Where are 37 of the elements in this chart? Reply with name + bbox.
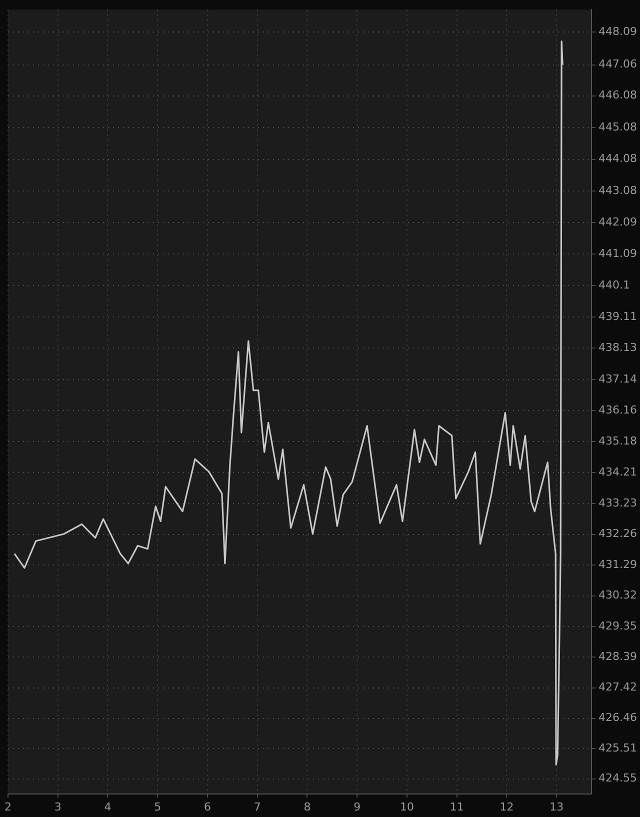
y-tick-label: 434.21 [598,465,638,478]
x-tick-label: 10 [400,800,414,814]
y-tick-label: 444.08 [598,152,638,166]
y-tick-label: 430.32 [598,588,638,602]
y-tick-label: 443.08 [598,184,638,197]
y-tick-label: 427.42 [598,680,638,694]
x-tick-label: 3 [54,800,62,814]
y-tick-label: 447.06 [598,58,638,71]
x-tick-label: 7 [254,800,261,814]
y-tick-label: 448.09 [598,24,638,38]
y-tick-label: 439.11 [598,310,638,323]
y-tick-label: 438.13 [598,340,638,354]
y-tick-label: 436.16 [598,403,638,416]
x-tick-label: 11 [450,800,464,814]
y-tick-label: 441.09 [598,247,638,260]
x-tick-label: 12 [500,800,514,814]
y-tick-label: 425.51 [598,741,638,754]
y-tick-label: 442.09 [598,215,638,228]
x-tick-label: 13 [550,800,564,814]
y-tick-label: 426.46 [598,711,638,724]
y-tick-label: 431.29 [598,558,638,571]
y-tick-label: 440.1 [598,278,630,292]
x-tick-label: 4 [104,800,112,814]
y-tick-label: 432.26 [598,527,638,540]
y-tick-label: 435.18 [598,434,638,448]
x-tick-label: 2 [4,800,12,814]
x-tick-label: 9 [354,800,361,814]
x-tick-label: 6 [204,800,211,814]
y-tick-label: 429.35 [598,619,638,632]
y-tick-label: 446.08 [598,88,638,102]
y-tick-label: 424.55 [598,772,638,785]
x-tick-label: 5 [154,800,162,814]
y-tick-label: 433.23 [598,496,638,510]
y-tick-label: 428.39 [598,650,638,663]
y-tick-label: 437.14 [598,372,638,386]
y-tick-label: 445.08 [598,120,638,134]
x-tick-label: 8 [304,800,311,814]
